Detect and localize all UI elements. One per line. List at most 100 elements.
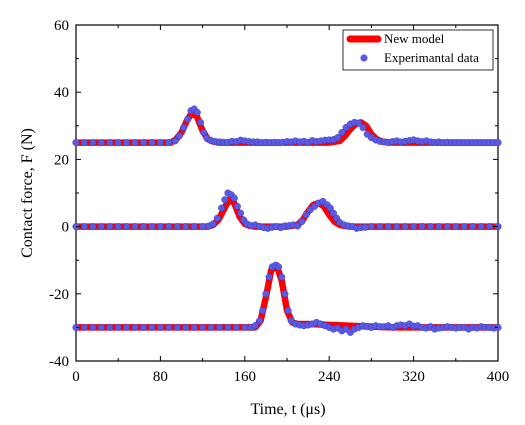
x-axis-label: Time, t (μs)	[250, 401, 325, 418]
data-point	[165, 139, 173, 147]
data-point	[114, 323, 122, 331]
data-point	[486, 223, 494, 231]
data-point	[182, 323, 190, 331]
data-point	[469, 223, 477, 231]
data-point	[427, 223, 435, 231]
data-point	[131, 223, 139, 231]
data-point	[224, 323, 232, 331]
y-tick-label: -40	[49, 354, 69, 370]
data-point	[148, 139, 156, 147]
data-point	[200, 128, 208, 136]
data-point	[410, 223, 418, 231]
data-point	[80, 223, 88, 231]
data-point	[221, 196, 229, 204]
data-point	[230, 194, 238, 202]
x-tick-label: 0	[72, 369, 80, 385]
data-point	[256, 317, 264, 325]
data-layer	[72, 105, 502, 336]
data-point	[114, 223, 122, 231]
data-point	[123, 139, 131, 147]
data-point	[209, 220, 217, 228]
y-tick-label: 20	[54, 152, 69, 168]
model-curve-1	[72, 196, 502, 230]
plot-area: 0 80 160 240 320 400 -40 -20 0 20 40 60	[49, 18, 509, 385]
data-point	[384, 223, 392, 231]
data-point	[302, 211, 310, 219]
tick-layer: 0 80 160 240 320 400 -40 -20 0 20 40 60	[49, 18, 509, 385]
data-point	[123, 323, 131, 331]
legend-label-new-model: New model	[384, 31, 445, 46]
data-point	[494, 139, 502, 147]
data-point	[190, 223, 198, 231]
data-point	[97, 223, 105, 231]
data-point	[199, 223, 207, 231]
model-curve-0	[72, 109, 502, 146]
data-point	[477, 223, 485, 231]
data-point	[89, 323, 97, 331]
data-point	[326, 204, 334, 212]
data-point	[278, 273, 286, 281]
data-point	[232, 323, 240, 331]
data-point	[361, 223, 369, 231]
data-point	[114, 139, 122, 147]
legend-label-experimental-data: Experimantal data	[384, 50, 479, 65]
data-point	[207, 323, 215, 331]
data-point	[298, 218, 306, 226]
y-tick-label: 60	[54, 18, 69, 34]
data-point	[131, 323, 139, 331]
data-point	[123, 223, 131, 231]
data-point	[355, 119, 363, 127]
data-point	[156, 323, 164, 331]
data-point	[460, 223, 468, 231]
data-point	[213, 214, 221, 222]
data-point	[148, 323, 156, 331]
data-point	[190, 323, 198, 331]
data-point	[393, 223, 401, 231]
data-point	[218, 204, 226, 212]
data-point	[443, 223, 451, 231]
y-tick-label: 0	[62, 220, 70, 236]
data-point	[89, 223, 97, 231]
data-point	[452, 223, 460, 231]
data-point	[233, 202, 241, 210]
data-point	[367, 223, 375, 231]
data-point	[329, 209, 337, 217]
data-point	[139, 223, 147, 231]
x-tick-label: 160	[234, 369, 257, 385]
data-point	[156, 139, 164, 147]
data-point	[97, 139, 105, 147]
data-point	[184, 115, 192, 123]
data-point	[131, 139, 139, 147]
data-point	[241, 323, 249, 331]
data-point	[215, 323, 223, 331]
legend: New model Experimantal data	[342, 29, 494, 71]
data-point	[376, 223, 384, 231]
data-point	[72, 139, 80, 147]
data-point	[334, 134, 342, 142]
data-point	[173, 323, 181, 331]
data-point	[97, 323, 105, 331]
x-tick-label: 400	[487, 369, 510, 385]
data-point	[401, 223, 409, 231]
y-axis-label: Contact force, F (N)	[19, 128, 36, 258]
legend-swatch-experimental-data	[360, 54, 368, 62]
data-point	[175, 132, 183, 140]
data-point	[281, 290, 289, 298]
data-point	[284, 307, 292, 315]
data-point	[165, 223, 173, 231]
data-point	[106, 139, 114, 147]
data-point	[80, 323, 88, 331]
data-point	[173, 223, 181, 231]
data-point	[359, 123, 367, 131]
data-point	[199, 323, 207, 331]
data-point	[338, 128, 346, 136]
data-point	[435, 223, 443, 231]
data-point	[139, 323, 147, 331]
y-tick-label: 40	[54, 85, 69, 101]
data-point	[148, 223, 156, 231]
y-tick-label: -20	[49, 287, 69, 303]
data-point	[180, 123, 188, 131]
data-point	[193, 108, 201, 116]
data-point	[251, 322, 259, 330]
